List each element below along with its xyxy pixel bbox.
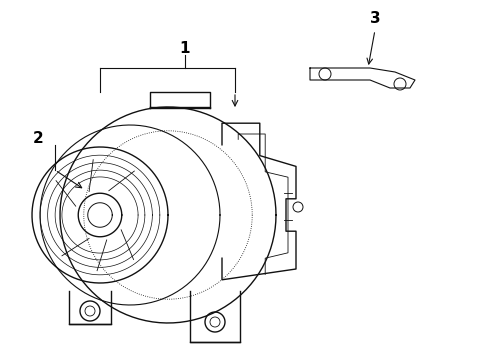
Text: 1: 1 (180, 41, 190, 55)
Text: 2: 2 (33, 131, 44, 145)
Text: 3: 3 (369, 10, 380, 26)
